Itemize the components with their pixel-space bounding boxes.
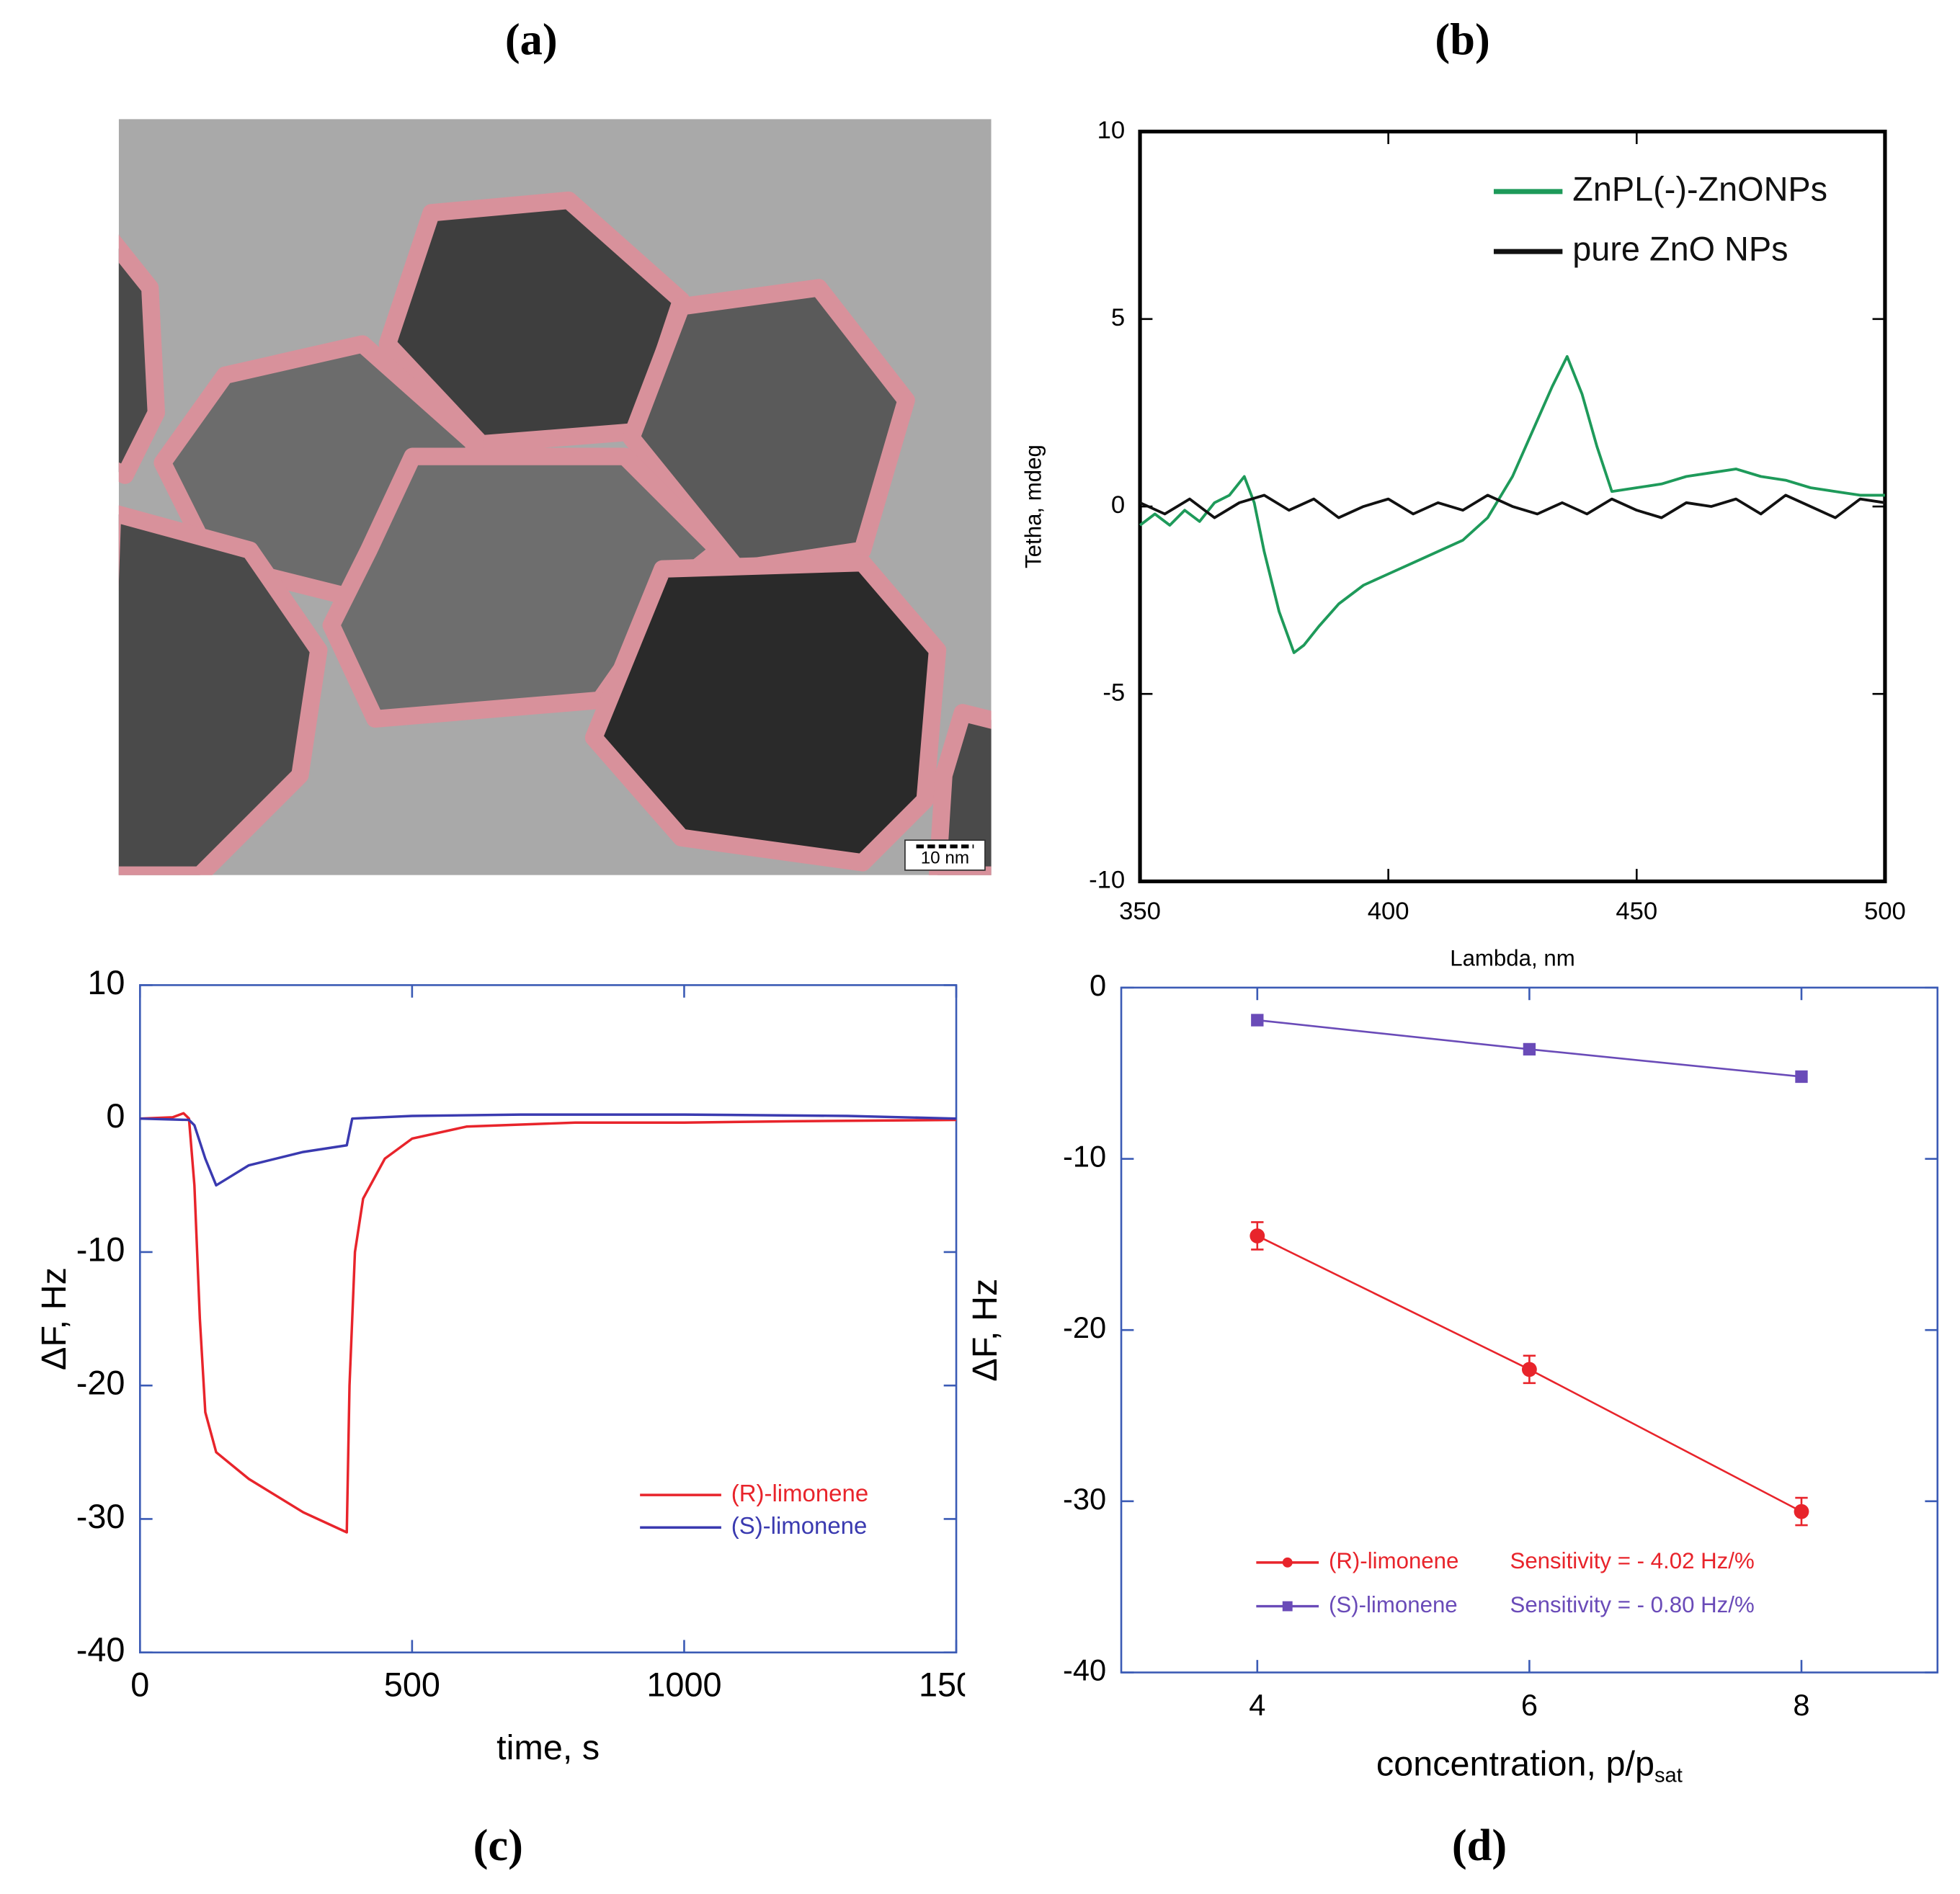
panel-label: (d): [1452, 1820, 1507, 1870]
y-tick-label: 10: [87, 964, 125, 1001]
y-tick-label: -20: [1063, 1310, 1106, 1344]
data-point: [1250, 1228, 1265, 1243]
x-tick-label: 1000: [646, 1666, 721, 1704]
x-axis-label-text: Lambda, nm: [1450, 946, 1575, 971]
y-tick-label: 5: [1111, 304, 1125, 331]
data-point: [1251, 1014, 1264, 1027]
y-tick-label: 10: [1097, 117, 1126, 144]
particle: [584, 553, 947, 872]
data-point: [1795, 1070, 1808, 1084]
y-tick-label: -20: [76, 1364, 125, 1402]
x-tick-label: 500: [384, 1666, 440, 1704]
x-tick-label: 8: [1793, 1688, 1809, 1722]
x-axis-label: concentration, p/psat: [1376, 1744, 1683, 1787]
particle: [118, 234, 165, 484]
legend-marker: [1282, 1601, 1293, 1612]
panel-label: (c): [473, 1820, 523, 1870]
y-tick-label: -10: [1089, 867, 1125, 894]
particle: [622, 279, 915, 578]
particle: [118, 505, 328, 875]
annotation: Sensitivity = - 4.02 Hz/%: [1510, 1548, 1755, 1573]
x-tick-label: 0: [130, 1666, 149, 1704]
series-line: [1139, 493, 1886, 519]
x-tick-label: 500: [1864, 898, 1906, 925]
legend-marker: [1282, 1557, 1293, 1568]
panel-label: (a): [505, 14, 558, 65]
plot-frame: [138, 984, 958, 1654]
x-tick-label: 350: [1119, 898, 1161, 925]
x-tick-label: 6: [1521, 1688, 1538, 1722]
legend-label: pure ZnO NPs: [1572, 231, 1788, 268]
x-axis-label-subscript: sat: [1654, 1764, 1683, 1787]
x-axis-label-text: concentration, p/p: [1376, 1744, 1654, 1783]
legend-label: (R)-limonene: [731, 1480, 868, 1506]
y-axis-label: ΔF, Hz: [35, 1267, 74, 1370]
y-tick-label: 0: [106, 1097, 125, 1135]
x-tick-label: 400: [1368, 898, 1409, 925]
y-axis-label: ΔF, Hz: [966, 1279, 1004, 1382]
particles: [118, 191, 992, 875]
annotation: Sensitivity = - 0.80 Hz/%: [1510, 1592, 1755, 1617]
x-tick-label: 1500: [919, 1666, 994, 1704]
series-line: [1139, 354, 1885, 654]
series-line: [140, 1112, 957, 1534]
legend-label: (R)-limonene: [1329, 1548, 1458, 1573]
chart-panel: 350 400 450 500 -10 -5 0 5 10 Lambda, nm Tetha, md…: [1021, 117, 1906, 971]
scale-bar-label: 10 nm: [921, 849, 969, 868]
x-tick-label: 450: [1616, 898, 1657, 925]
y-tick-label: -30: [76, 1498, 125, 1535]
data-point: [1521, 1362, 1537, 1377]
y-tick-label: -5: [1102, 679, 1125, 706]
tem-image: 10 nm: [118, 119, 992, 875]
x-tick-label: 4: [1249, 1688, 1265, 1722]
legend-label: (S)-limonene: [731, 1512, 868, 1539]
chart-panel: 0 500 1000 1500 -40 -30 -20 -10 0 10 time, s ΔF, Hz…: [35, 964, 994, 1767]
y-tick-label: -40: [1063, 1653, 1106, 1687]
data-point: [1794, 1504, 1809, 1519]
y-tick-label: -10: [76, 1230, 125, 1268]
legend-label: (S)-limonene: [1329, 1592, 1458, 1617]
legend-label: ZnPL(-)-ZnONPs: [1572, 170, 1827, 207]
y-tick-label: -40: [76, 1631, 125, 1669]
x-axis-label: time, s: [496, 1728, 600, 1767]
panel-label: (b): [1435, 14, 1489, 65]
y-axis-label: Tetha, mdeg: [1021, 445, 1046, 568]
data-point: [1523, 1042, 1536, 1056]
chart-panel: 4 6 8 -40 -30 -20 -10 0 concentration, p/psat ΔF,…: [966, 968, 1939, 1787]
x-axis-label-text: time, s: [496, 1728, 600, 1767]
particle: [928, 704, 992, 875]
y-tick-label: -30: [1063, 1482, 1106, 1516]
y-tick-label: -10: [1063, 1140, 1106, 1174]
y-tick-label: 0: [1111, 491, 1125, 519]
series-line: [140, 1113, 957, 1187]
y-tick-label: 0: [1090, 968, 1106, 1002]
x-axis-label: Lambda, nm: [1450, 946, 1575, 971]
